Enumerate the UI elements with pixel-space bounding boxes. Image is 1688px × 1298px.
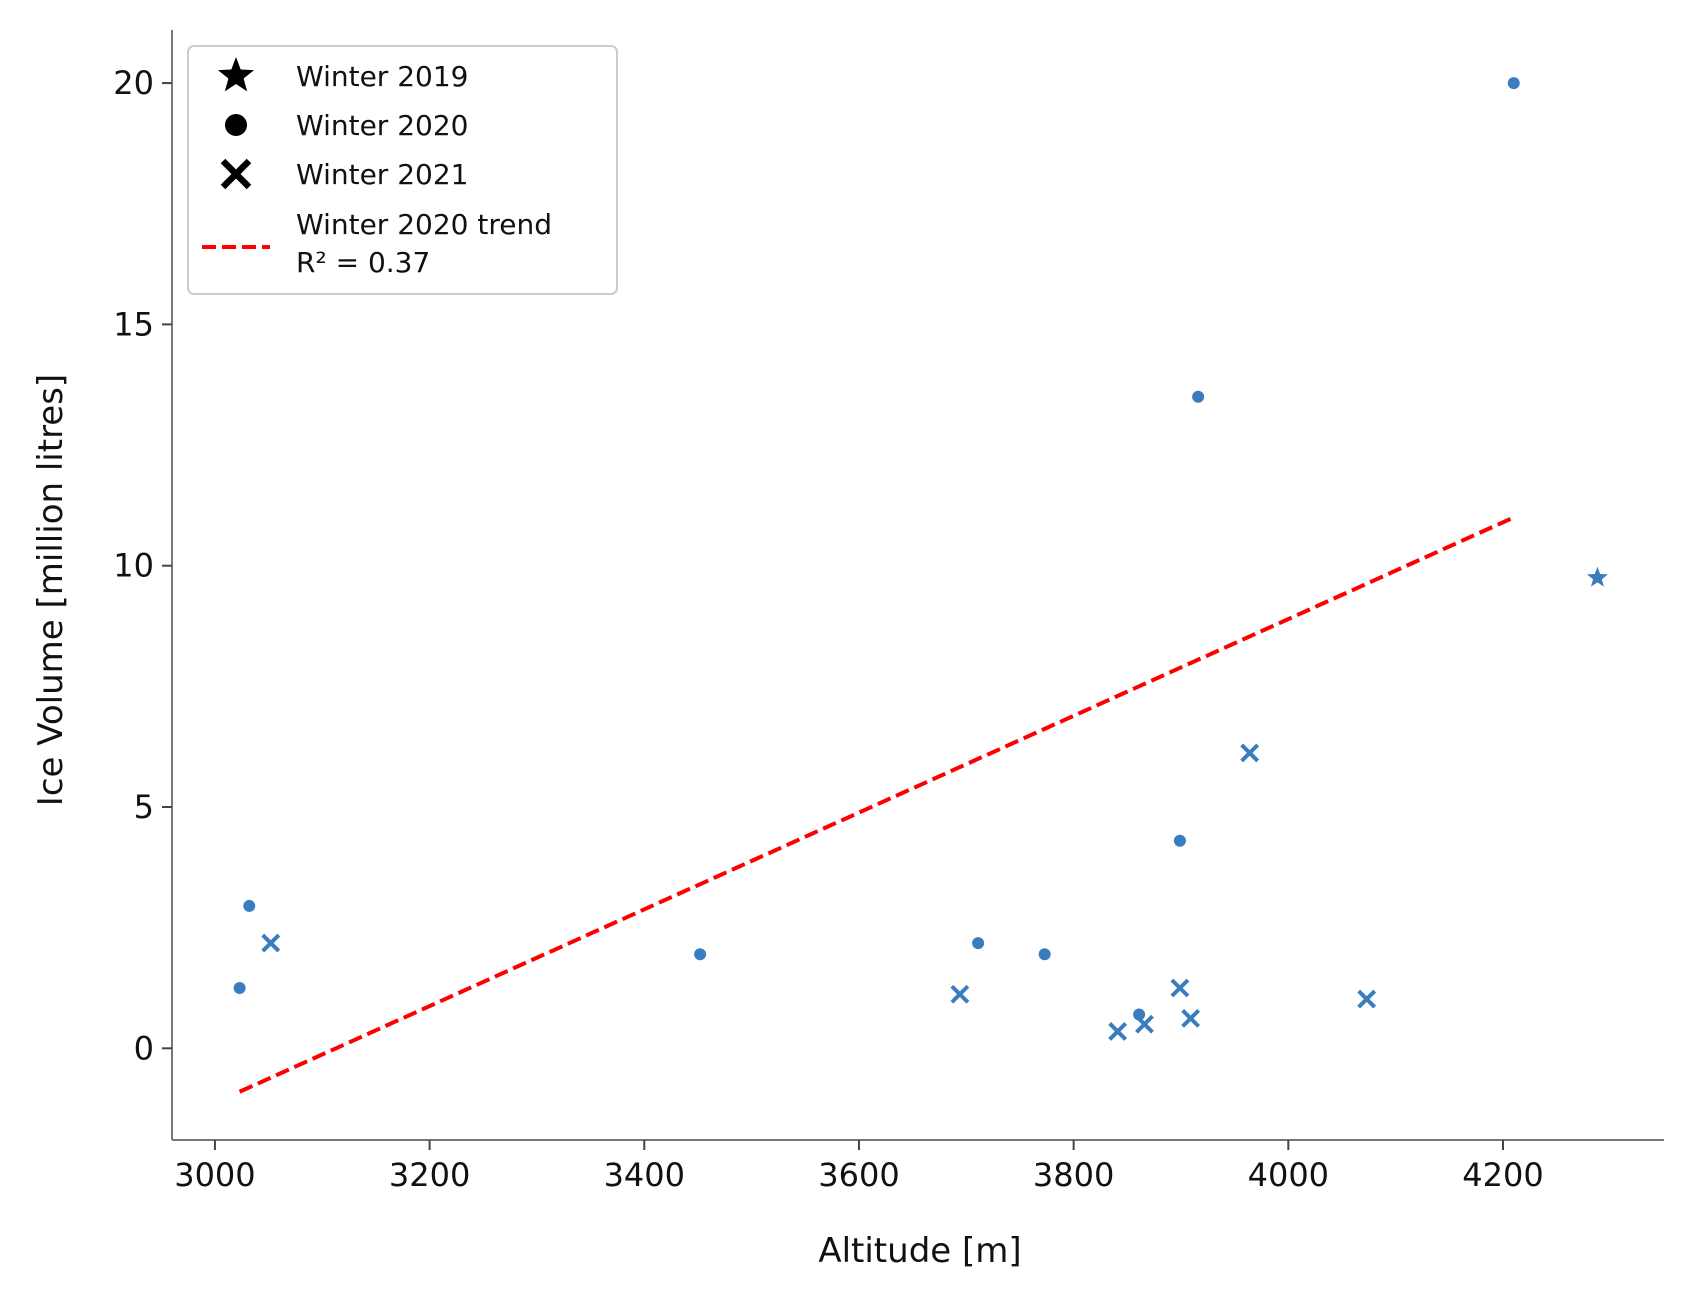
y-axis-label: Ice Volume [million litres] bbox=[31, 374, 71, 806]
y-tick-label: 20 bbox=[113, 64, 154, 102]
legend-label: Winter 2021 bbox=[296, 158, 468, 191]
x-tick-label: 3600 bbox=[818, 1156, 899, 1194]
data-point-x bbox=[1170, 978, 1190, 998]
x-tick-label: 3000 bbox=[174, 1156, 255, 1194]
data-point-x bbox=[1108, 1021, 1128, 1041]
data-point-circle bbox=[1038, 948, 1051, 961]
legend-frame bbox=[187, 45, 618, 295]
legend-marker-circle bbox=[225, 114, 247, 136]
trend-line bbox=[238, 515, 1515, 1094]
data-point-x bbox=[1240, 743, 1260, 763]
data-point-x bbox=[1357, 989, 1377, 1009]
axes bbox=[171, 30, 1664, 1141]
x-tick-label: 3800 bbox=[1033, 1156, 1114, 1194]
legend-marker-star bbox=[217, 57, 255, 92]
y-tick-label: 10 bbox=[113, 547, 154, 585]
data-point-x bbox=[1181, 1008, 1201, 1028]
data-point-x bbox=[950, 984, 970, 1004]
legend: Winter 2019 Winter 2020 Winter 2021 Winter … bbox=[187, 45, 618, 295]
data-point-circle bbox=[1507, 77, 1520, 90]
legend-marker-x bbox=[220, 158, 252, 190]
data-point-circle bbox=[233, 981, 246, 994]
x-axis-label: Altitude [m] bbox=[818, 1231, 1021, 1271]
legend-label: Winter 2019 bbox=[296, 60, 468, 93]
data-point-circle bbox=[972, 937, 985, 950]
data-point-x bbox=[1135, 1014, 1154, 1034]
data-point-star bbox=[1586, 566, 1608, 587]
data-point-circle bbox=[1173, 834, 1186, 847]
y-tick-label: 15 bbox=[113, 305, 154, 343]
legend-r2-label: R² = 0.37 bbox=[296, 246, 430, 279]
legend-label: Winter 2020 bbox=[296, 109, 468, 142]
y-tick-label: 0 bbox=[134, 1029, 154, 1067]
x-tick-label: 4000 bbox=[1248, 1156, 1329, 1194]
legend-trend-label: Winter 2020 trend bbox=[296, 208, 552, 241]
x-tick-label: 3200 bbox=[389, 1156, 470, 1194]
data-point-circle bbox=[694, 948, 707, 961]
ticks: 3000 3200 3400 3600 3800 4000 4200 0 5 10 15 20 bbox=[113, 64, 1543, 1194]
data-point-circle bbox=[1192, 390, 1205, 403]
data-marks bbox=[233, 77, 1608, 1094]
x-tick-label: 4200 bbox=[1462, 1156, 1543, 1194]
data-point-circle bbox=[243, 899, 256, 912]
x-tick-label: 3400 bbox=[604, 1156, 685, 1194]
y-tick-label: 5 bbox=[134, 788, 154, 826]
data-point-x bbox=[261, 933, 281, 953]
